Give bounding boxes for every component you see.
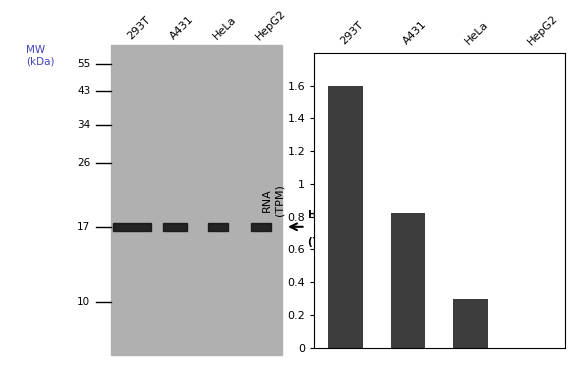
Text: 10: 10 bbox=[77, 297, 90, 307]
Text: HeLa: HeLa bbox=[211, 14, 238, 42]
Text: 43: 43 bbox=[77, 86, 90, 96]
Text: HepG2: HepG2 bbox=[254, 8, 288, 42]
Text: 17: 17 bbox=[77, 222, 90, 232]
Bar bbox=[328, 86, 363, 348]
Text: MW
(kDa): MW (kDa) bbox=[26, 45, 55, 67]
Text: A431: A431 bbox=[168, 14, 196, 42]
Bar bbox=[391, 214, 425, 348]
Text: 55: 55 bbox=[77, 59, 90, 69]
Bar bbox=[251, 223, 271, 231]
Bar bbox=[111, 45, 282, 355]
Bar bbox=[453, 299, 488, 348]
Bar bbox=[113, 223, 151, 231]
Text: (Tri-methyl Lys9): (Tri-methyl Lys9) bbox=[308, 237, 407, 247]
Y-axis label: RNA
(TPM): RNA (TPM) bbox=[261, 184, 285, 216]
Bar bbox=[164, 223, 187, 231]
Text: 34: 34 bbox=[77, 120, 90, 130]
Text: 293T: 293T bbox=[125, 15, 152, 42]
Bar bbox=[208, 223, 228, 231]
Text: 26: 26 bbox=[77, 158, 90, 167]
Text: Histone H3K9me3: Histone H3K9me3 bbox=[308, 211, 414, 220]
